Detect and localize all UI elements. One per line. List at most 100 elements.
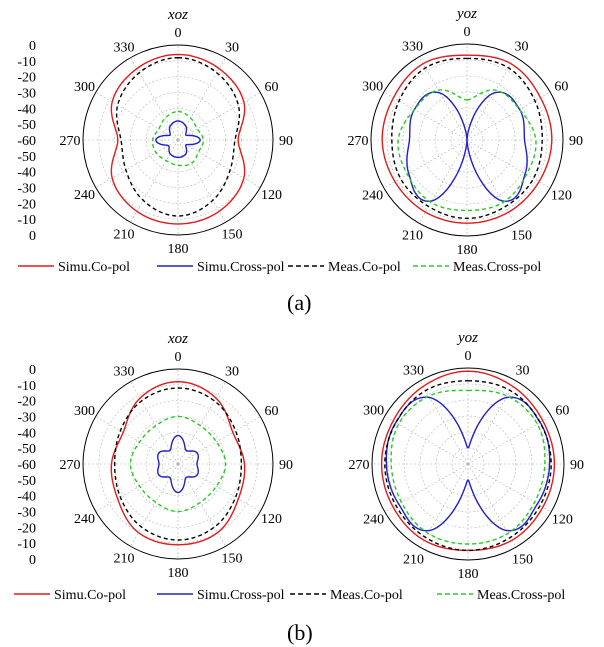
grid-ring: [114, 76, 242, 204]
legend-label: Simu.Co-pol: [58, 260, 130, 275]
angle-tick-label: 0: [175, 350, 182, 365]
radial-tick-label: -50: [17, 118, 36, 133]
grid-ring: [146, 108, 210, 172]
grid-spoke: [466, 139, 516, 224]
series-simu-cross-pol: [385, 396, 551, 532]
series-simu-co-pol: [110, 381, 246, 546]
outer-ring: [371, 367, 565, 561]
legend-label: Meas.Cross-pol: [477, 588, 565, 603]
radial-tick-label: -10: [17, 213, 36, 228]
grid-ring: [98, 60, 258, 220]
angle-tick-label: 240: [363, 513, 384, 528]
angle-tick-label: 90: [569, 134, 583, 149]
grid-spoke: [466, 91, 551, 141]
polar-chart-1: 0306090120150180210240270300330xoz0-10-2…: [17, 7, 293, 257]
series-simu-co-pol: [381, 54, 553, 224]
radial-tick-label: -20: [17, 395, 36, 410]
grid-spoke: [467, 380, 517, 465]
angle-tick-label: 210: [114, 228, 135, 243]
angle-tick-label: 0: [175, 26, 182, 41]
series-meas-cross-pol: [397, 89, 537, 212]
grid-spoke: [383, 91, 468, 141]
radial-tick-label: 0: [29, 229, 36, 244]
legend-label: Simu.Cross-pol: [197, 260, 285, 275]
radial-tick-label: -50: [17, 150, 36, 165]
series-meas-co-pol: [113, 387, 243, 541]
angle-tick-label: 60: [554, 80, 568, 95]
grid-spoke: [130, 57, 179, 141]
angle-tick-label: 300: [363, 404, 384, 419]
angle-tick-label: 330: [403, 364, 424, 379]
radial-tick-label: -50: [17, 442, 36, 457]
grid-spoke: [419, 463, 469, 548]
grid-spoke: [419, 380, 469, 465]
radial-tick-label: -30: [17, 182, 36, 197]
angle-tick-label: 0: [465, 349, 472, 364]
grid-spoke: [467, 463, 552, 513]
radial-tick-label: 0: [29, 39, 36, 54]
angle-tick-label: 240: [362, 189, 383, 204]
angle-tick-label: 180: [457, 243, 478, 258]
angle-tick-label: 30: [225, 40, 239, 55]
grid-spoke: [384, 415, 469, 465]
polar-chart-3: 0306090120150180210240270300330xoz0-10-2…: [17, 331, 293, 581]
radial-tick-label: -10: [17, 55, 36, 70]
radial-tick-label: -40: [17, 166, 36, 181]
angle-tick-label: 120: [551, 189, 572, 204]
grid-ring: [130, 92, 226, 188]
grid-ring: [146, 432, 210, 496]
grid-spoke: [466, 56, 516, 141]
grid-spoke: [467, 463, 517, 548]
radial-tick-label: -40: [17, 490, 36, 505]
grid-spoke: [383, 139, 468, 189]
angle-tick-label: 300: [74, 80, 95, 95]
legend-label: Meas.Cross-pol: [453, 260, 541, 275]
polar-chart-4: 0 30 60 90 120 150 180 210 240 270 300 330 yoz: [349, 330, 585, 582]
series-meas-cross-pol: [129, 415, 227, 513]
radial-tick-label: -30: [17, 411, 36, 426]
radial-tick-label: -60: [17, 134, 36, 149]
angle-tick-label: 210: [403, 552, 424, 567]
angle-tick-label: 210: [402, 228, 423, 243]
angle-tick-label: 180: [168, 242, 189, 257]
outer-ring: [370, 43, 564, 237]
outer-ring: [82, 368, 274, 560]
angle-tick-label: 210: [114, 552, 135, 567]
series-simu-co-pol: [110, 53, 246, 225]
series-simu-cross-pol: [156, 434, 200, 494]
grid-spoke: [467, 415, 552, 465]
chart-title: yoz: [455, 6, 477, 22]
angle-tick-label: 150: [512, 552, 533, 567]
angle-tick-label: 180: [458, 567, 479, 582]
angle-tick-label: 150: [222, 228, 243, 243]
angle-tick-label: 270: [60, 458, 81, 473]
legend-a: Simu.Co-pol Simu.Cross-pol Meas.Co-pol Meas…: [18, 260, 541, 275]
angle-tick-label: 60: [265, 404, 279, 419]
angle-tick-label: 150: [511, 228, 532, 243]
angle-tick-label: 240: [74, 512, 95, 527]
radial-tick-label: -30: [17, 506, 36, 521]
angle-tick-label: 330: [114, 364, 135, 379]
angle-tick-label: 300: [362, 80, 383, 95]
chart-title: xoz: [167, 7, 188, 23]
angle-tick-label: 30: [516, 364, 530, 379]
radial-tick-label: -20: [17, 71, 36, 86]
radial-tick-label: -60: [17, 458, 36, 473]
angle-tick-label: 30: [225, 364, 239, 379]
legend-label: Meas.Co-pol: [328, 260, 401, 275]
caption-a: (a): [287, 290, 312, 315]
angle-tick-label: 270: [60, 134, 81, 149]
series-meas-co-pol: [391, 57, 543, 220]
caption-b: (b): [287, 620, 313, 645]
grid-ring: [161, 123, 195, 157]
angle-tick-label: 90: [279, 458, 293, 473]
radial-tick-label: -10: [17, 379, 36, 394]
angle-tick-label: 90: [570, 458, 584, 473]
angle-tick-label: 90: [279, 134, 293, 149]
chart-title: yoz: [456, 330, 478, 346]
radial-tick-label: 0: [29, 553, 36, 568]
angle-tick-label: 120: [261, 188, 282, 203]
angle-tick-label: 270: [349, 458, 370, 473]
angle-tick-label: 120: [261, 512, 282, 527]
angle-tick-label: 330: [402, 40, 423, 55]
